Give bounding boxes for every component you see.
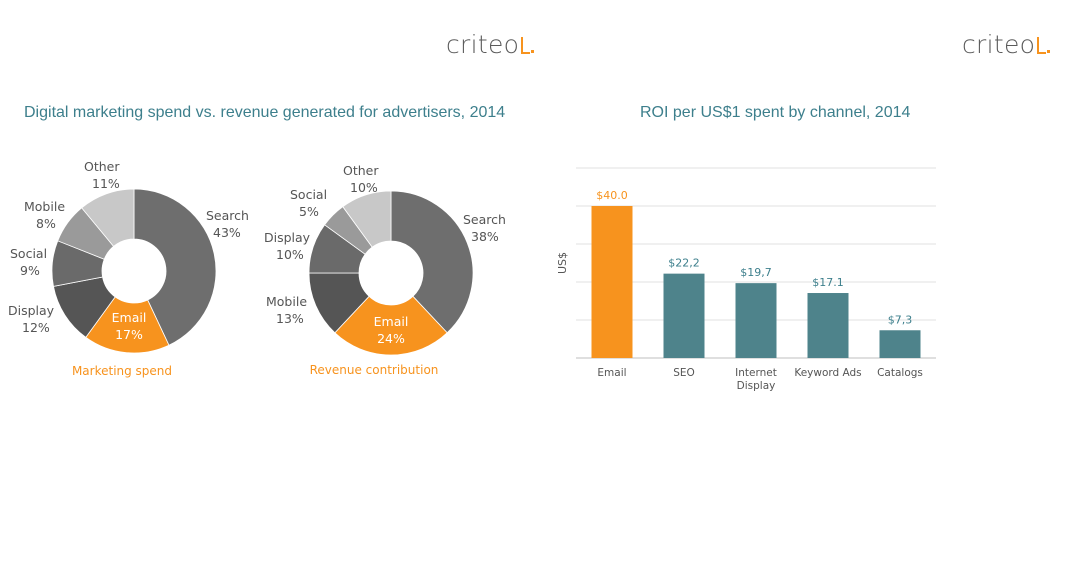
donut-chart-1: Search 43% Email 17% Display 12% Social 9% Mobil… (8, 159, 249, 378)
slice-search (390, 190, 474, 334)
criteo-logo-right: criteo (962, 30, 1051, 59)
slice-label-mobile: Mobile (24, 199, 65, 214)
bar-internet-display (735, 283, 777, 358)
tick-label-internet-display: Internet Display (735, 367, 777, 392)
slice-label-search: Search (206, 208, 249, 223)
slice-value-email: 24% (377, 331, 405, 346)
slice-other (342, 190, 392, 248)
slice-label-display: Display (8, 303, 55, 318)
tick-label-seo: SEO (673, 367, 695, 379)
slice-value-search: 43% (213, 225, 241, 240)
slice-value-search: 38% (471, 229, 499, 244)
slice-label-other: Other (343, 163, 379, 178)
slice-label-social: Social (290, 187, 327, 202)
logo-mark-icon (1037, 37, 1047, 54)
bar-email (591, 206, 633, 358)
y-axis-label: US$ (556, 252, 569, 274)
left-panel-title: Digital marketing spend vs. revenue gene… (24, 104, 506, 121)
criteo-logo-left: criteo (446, 30, 535, 59)
slice-value-other: 11% (92, 176, 120, 191)
logo-text: criteo (446, 30, 520, 59)
logo-text: criteo (962, 30, 1036, 59)
bar-value-internet-display: $19,7 (740, 266, 772, 279)
bar-keyword-ads (807, 293, 849, 358)
slice-label-display: Display (264, 230, 311, 245)
bar-value-catalogs: $7,3 (888, 313, 913, 326)
donut-chart-2: Search 38% Email 24% Mobile 13% Display 10% Soci… (264, 163, 506, 377)
slice-value-social: 5% (299, 204, 319, 219)
tick-label-keyword-ads: Keyword Ads (794, 367, 861, 379)
slice-label-other: Other (84, 159, 120, 174)
bar-catalogs (879, 330, 921, 358)
slice-label-email: Email (374, 314, 409, 329)
bar-chart: US$ $40.0 Email $22,2 SEO $19,7 Internet Displa… (556, 167, 936, 392)
donut-caption: Revenue contribution (310, 363, 439, 377)
slice-label-email: Email (112, 310, 147, 325)
logo-dot-icon (531, 50, 535, 53)
tick-label-email: Email (597, 367, 626, 379)
slice-value-display: 10% (276, 247, 304, 262)
bar-seo (663, 273, 705, 358)
bar-value-seo: $22,2 (668, 257, 700, 270)
bar-value-email: $40.0 (596, 189, 628, 202)
slice-other (81, 188, 135, 247)
slice-email (334, 295, 448, 356)
slice-label-mobile: Mobile (266, 294, 307, 309)
slice-value-display: 12% (22, 320, 50, 335)
right-panel-title: ROI per US$1 spent by channel, 2014 (640, 104, 911, 121)
donut-caption: Marketing spend (72, 364, 172, 378)
slice-value-mobile: 8% (36, 216, 56, 231)
slice-search (133, 188, 217, 346)
slice-value-social: 9% (20, 263, 40, 278)
slice-value-email: 17% (115, 327, 143, 342)
slice-value-mobile: 13% (276, 311, 304, 326)
slice-label-social: Social (10, 246, 47, 261)
tick-label-catalogs: Catalogs (877, 367, 923, 379)
slice-label-search: Search (463, 212, 506, 227)
bar-value-keyword-ads: $17.1 (812, 276, 844, 289)
logo-mark-icon (521, 37, 531, 54)
logo-dot-icon (1047, 50, 1051, 53)
slice-value-other: 10% (350, 180, 378, 195)
